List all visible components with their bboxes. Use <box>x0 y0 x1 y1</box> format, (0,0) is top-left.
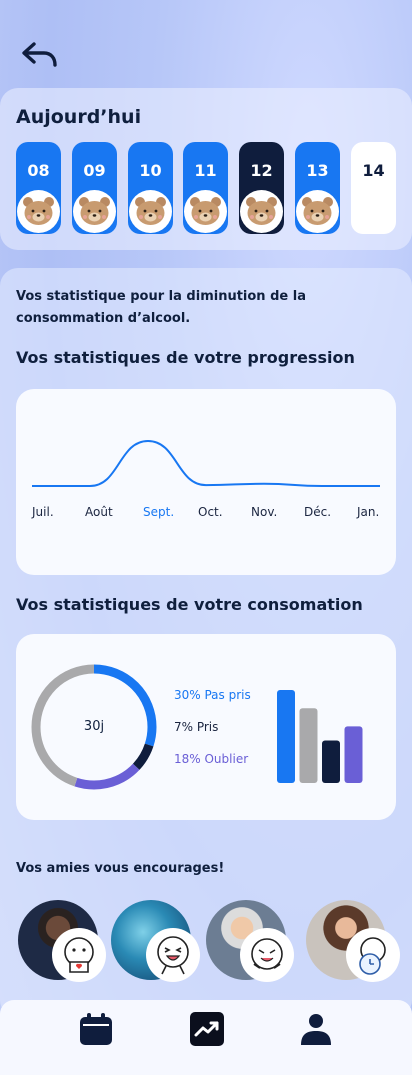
day-label: 12 <box>250 161 273 180</box>
bear-icon <box>184 190 227 233</box>
laughing-sticker <box>240 928 294 982</box>
legend-taken: 7% Pris <box>174 720 219 734</box>
calendar-icon[interactable] <box>79 1012 113 1046</box>
legend-forgotten: 18% Oublier <box>174 752 249 766</box>
day-pill-11[interactable]: 11 <box>183 142 228 234</box>
day-label: 09 <box>83 161 106 180</box>
month-label: Déc. <box>304 505 332 519</box>
donut-slice-3 <box>31 664 157 790</box>
bear-icon <box>240 190 283 233</box>
day-label: 08 <box>27 161 50 180</box>
bar-0 <box>277 690 295 783</box>
bear-icon <box>17 190 60 233</box>
bar-1 <box>299 708 318 783</box>
donut-center-label: 30j <box>83 719 105 734</box>
month-label: Oct. <box>198 505 223 519</box>
profile-icon[interactable] <box>299 1012 333 1046</box>
bear-icon <box>73 190 116 233</box>
day-pill-10[interactable]: 10 <box>128 142 173 234</box>
month-label: Août <box>85 505 113 519</box>
bear-icon <box>296 190 339 233</box>
day-pill-12[interactable]: 12 <box>239 142 284 234</box>
day-pill-09[interactable]: 09 <box>72 142 117 234</box>
day-label: 13 <box>306 161 329 180</box>
stats-intro: Vos statistique pour la diminution de la… <box>16 289 306 326</box>
day-pill-08[interactable]: 08 <box>16 142 61 234</box>
progress-title: Vos statistiques de votre progression <box>16 348 355 367</box>
day-label: 11 <box>194 161 217 180</box>
month-label: Sept. <box>143 505 175 519</box>
progress-line-chart <box>31 439 380 487</box>
month-label: Nov. <box>251 505 278 519</box>
back-arrow-icon[interactable] <box>20 40 60 72</box>
legend-not-taken: 30% Pas pris <box>174 688 251 702</box>
today-title: Aujourd’hui <box>16 106 142 128</box>
day-label: 10 <box>139 161 162 180</box>
bear-icon <box>129 190 172 233</box>
month-label: Juil. <box>32 505 54 519</box>
cheering-sticker <box>146 928 200 982</box>
clock-sticker <box>346 928 400 982</box>
donut-chart <box>31 664 157 790</box>
month-label: Jan. <box>357 505 380 519</box>
friends-title: Vos amies vous encourages! <box>16 861 225 876</box>
bar-chart <box>277 690 363 783</box>
day-label: 14 <box>362 161 385 180</box>
consumption-chart-panel <box>16 634 396 820</box>
heart-cup-sticker <box>52 928 106 982</box>
day-pill-13[interactable]: 13 <box>295 142 340 234</box>
donut-slice-2 <box>31 664 157 790</box>
day-pill-14[interactable]: 14 <box>351 142 396 234</box>
bar-3 <box>344 726 363 783</box>
bar-2 <box>322 740 340 783</box>
progress-chart-panel <box>16 389 396 575</box>
progress-line <box>31 439 380 487</box>
consumption-title: Vos statistiques de votre consomation <box>16 595 363 614</box>
trending-up-icon[interactable] <box>190 1012 224 1046</box>
